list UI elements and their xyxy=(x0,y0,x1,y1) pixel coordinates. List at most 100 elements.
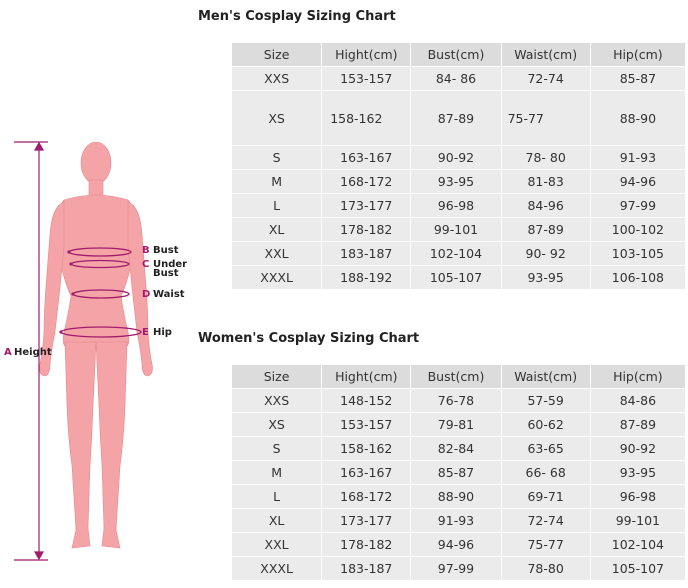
table-row: XXXL 188-192 105-107 93-95 106-108 xyxy=(232,266,685,289)
height-cell: 163-167 xyxy=(322,461,411,484)
waist-cell: 60-62 xyxy=(501,413,590,436)
height-cell: 163-167 xyxy=(322,146,411,169)
height-cell: 148-152 xyxy=(322,389,411,412)
table-header-row: Size Hight(cm) Bust(cm) Waist(cm) Hip(cm… xyxy=(232,43,685,66)
height-cell: 188-192 xyxy=(322,266,411,289)
table-row: S 158-162 82-84 63-65 90-92 xyxy=(232,437,685,460)
header-height: Hight(cm) xyxy=(322,43,411,66)
hip-cell: 100-102 xyxy=(590,218,685,241)
size-cell: XL xyxy=(232,509,322,532)
height-cell: 153-157 xyxy=(322,413,411,436)
table-row: XXL 178-182 94-96 75-77 102-104 xyxy=(232,533,685,556)
bust-cell: 82-84 xyxy=(411,437,501,460)
bust-cell: 88-90 xyxy=(411,485,501,508)
waist-cell: 75-77 xyxy=(501,91,590,145)
underbust-letter: C xyxy=(142,259,149,270)
body-measurement-figure: A Height B Bust C Under Bust D Waist E H… xyxy=(4,141,187,561)
size-cell: XXL xyxy=(232,242,322,265)
size-cell: XXXL xyxy=(232,557,322,580)
hip-cell: 103-105 xyxy=(590,242,685,265)
waist-cell: 69-71 xyxy=(501,485,590,508)
underbust-label-line2: Bust xyxy=(153,268,179,279)
hip-cell: 88-90 xyxy=(590,91,685,145)
hip-cell: 99-101 xyxy=(590,509,685,532)
hip-cell: 96-98 xyxy=(590,485,685,508)
body-silhouette xyxy=(39,141,153,549)
table-row: M 168-172 93-95 81-83 94-96 xyxy=(232,170,685,193)
table-row: XXS 153-157 84- 86 72-74 85-87 xyxy=(232,67,685,90)
table-row: XS 153-157 79-81 60-62 87-89 xyxy=(232,413,685,436)
height-label: Height xyxy=(14,347,52,358)
table-row: L 168-172 88-90 69-71 96-98 xyxy=(232,485,685,508)
header-hip: Hip(cm) xyxy=(590,365,685,388)
size-cell: S xyxy=(232,146,322,169)
table-row: L 173-177 96-98 84-96 97-99 xyxy=(232,194,685,217)
height-cell: 178-182 xyxy=(322,533,411,556)
hip-cell: 91-93 xyxy=(590,146,685,169)
height-cell: 183-187 xyxy=(322,242,411,265)
header-size: Size xyxy=(232,365,322,388)
bust-cell: 90-92 xyxy=(411,146,501,169)
hip-cell: 106-108 xyxy=(590,266,685,289)
height-letter: A xyxy=(4,347,12,358)
bust-letter: B xyxy=(142,245,150,256)
men-chart-title: Men's Cosplay Sizing Chart xyxy=(198,9,396,24)
size-cell: L xyxy=(232,194,322,217)
table-header-row: Size Hight(cm) Bust(cm) Waist(cm) Hip(cm… xyxy=(232,365,685,388)
bust-cell: 79-81 xyxy=(411,413,501,436)
header-hip: Hip(cm) xyxy=(590,43,685,66)
table-row: S 163-167 90-92 78- 80 91-93 xyxy=(232,146,685,169)
table-row: XXS 148-152 76-78 57-59 84-86 xyxy=(232,389,685,412)
bust-cell: 85-87 xyxy=(411,461,501,484)
table-row: XS 158-162 87-89 75-77 88-90 xyxy=(232,91,685,145)
header-waist: Waist(cm) xyxy=(501,365,590,388)
waist-cell: 90- 92 xyxy=(501,242,590,265)
bust-cell: 84- 86 xyxy=(411,67,501,90)
waist-cell: 72-74 xyxy=(501,67,590,90)
men-size-table: Size Hight(cm) Bust(cm) Waist(cm) Hip(cm… xyxy=(231,42,686,290)
waist-cell: 78- 80 xyxy=(501,146,590,169)
bust-label: Bust xyxy=(153,245,179,256)
hip-cell: 102-104 xyxy=(590,533,685,556)
hip-cell: 105-107 xyxy=(590,557,685,580)
header-bust: Bust(cm) xyxy=(411,365,501,388)
height-cell: 168-172 xyxy=(322,485,411,508)
table-row: M 163-167 85-87 66- 68 93-95 xyxy=(232,461,685,484)
size-cell: XXS xyxy=(232,67,322,90)
waist-label: Waist xyxy=(153,289,185,300)
waist-cell: 72-74 xyxy=(501,509,590,532)
header-size: Size xyxy=(232,43,322,66)
waist-cell: 57-59 xyxy=(501,389,590,412)
bust-cell: 96-98 xyxy=(411,194,501,217)
height-arrow xyxy=(14,141,48,561)
header-waist: Waist(cm) xyxy=(501,43,590,66)
header-bust: Bust(cm) xyxy=(411,43,501,66)
bust-cell: 102-104 xyxy=(411,242,501,265)
table-row: XXXL 183-187 97-99 78-80 105-107 xyxy=(232,557,685,580)
size-cell: M xyxy=(232,461,322,484)
height-cell: 168-172 xyxy=(322,170,411,193)
height-cell: 183-187 xyxy=(322,557,411,580)
height-cell: 153-157 xyxy=(322,67,411,90)
waist-letter: D xyxy=(142,289,150,300)
height-cell: 178-182 xyxy=(322,218,411,241)
bust-cell: 97-99 xyxy=(411,557,501,580)
hip-letter: E xyxy=(142,327,149,338)
size-cell: M xyxy=(232,170,322,193)
waist-cell: 66- 68 xyxy=(501,461,590,484)
waist-cell: 84-96 xyxy=(501,194,590,217)
underbust-label-line1: Under xyxy=(153,259,187,270)
bust-cell: 91-93 xyxy=(411,509,501,532)
waist-cell: 87-89 xyxy=(501,218,590,241)
women-size-table: Size Hight(cm) Bust(cm) Waist(cm) Hip(cm… xyxy=(231,364,686,581)
women-chart-title: Women's Cosplay Sizing Chart xyxy=(198,331,420,346)
bust-cell: 76-78 xyxy=(411,389,501,412)
size-cell: L xyxy=(232,485,322,508)
hip-cell: 84-86 xyxy=(590,389,685,412)
size-cell: S xyxy=(232,437,322,460)
height-cell: 158-162 xyxy=(322,437,411,460)
hip-cell: 94-96 xyxy=(590,170,685,193)
table-row: XL 173-177 91-93 72-74 99-101 xyxy=(232,509,685,532)
height-cell: 173-177 xyxy=(322,194,411,217)
height-cell: 158-162 xyxy=(322,91,411,145)
